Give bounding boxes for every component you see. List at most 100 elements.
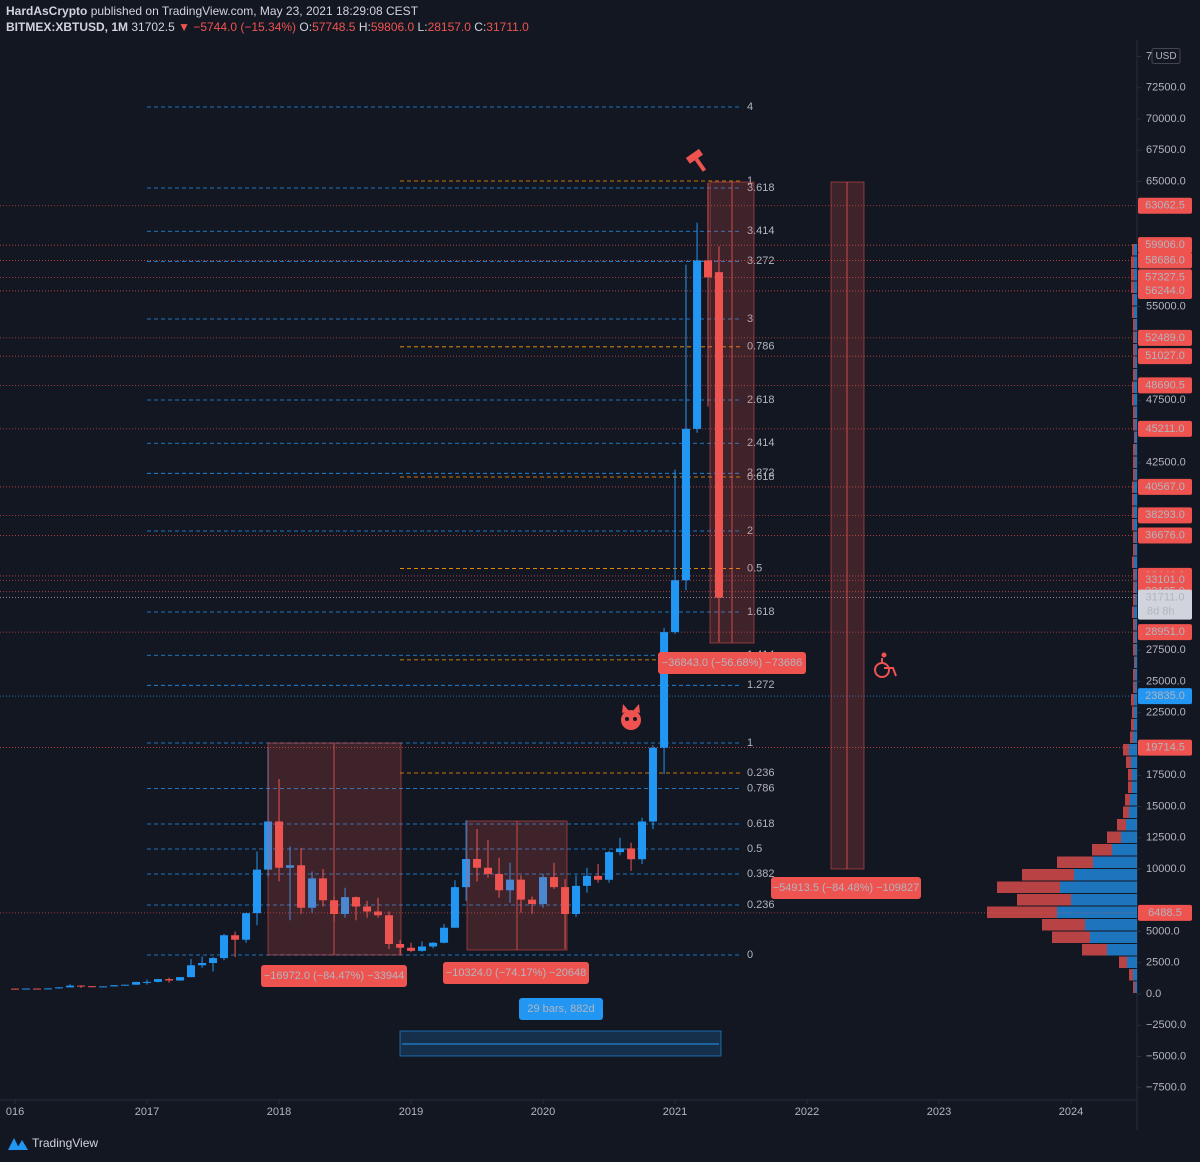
candle-body [22,988,31,990]
volume-up [1135,444,1137,456]
candle-body [714,272,723,598]
price-label-box [1138,282,1192,299]
candle-body [198,963,207,966]
candle-body [704,260,713,278]
y-tick-label: 2500.0 [1146,957,1180,969]
volume-up [1135,369,1137,381]
candle-body [384,915,393,944]
candle-body [627,848,636,860]
bars-label-box [519,998,603,1020]
volume-up [1093,856,1137,868]
candle-body [450,887,459,928]
volume-down [1132,519,1134,531]
x-tick-label: 2017 [135,1106,159,1118]
candle-body [615,848,624,853]
icons [621,148,897,730]
currency-badge [1151,48,1181,64]
volume-down [987,906,1057,918]
volume-down [1052,931,1090,943]
volume-down [1123,744,1129,756]
y-tick-label: 27500.0 [1146,644,1186,656]
volume-up [1135,319,1137,331]
volume-down [1131,269,1134,281]
volume-down [1133,669,1135,681]
price-label: 48690.5 [1145,379,1185,391]
candle-body [528,899,537,904]
volume-up [1112,844,1137,856]
volume-down [1132,394,1134,406]
volume-up [1135,419,1137,431]
volume-down [1133,456,1135,468]
candle-body [363,906,372,912]
volume-down [1128,769,1132,781]
volume-up [1135,469,1137,481]
measure-boxes [267,181,865,1057]
price-label: 38293.0 [1145,509,1185,521]
volume-up [1134,556,1137,568]
x-tick-label: 2022 [795,1106,819,1118]
fib-label: 0.5 [747,843,762,855]
price-label: 63062.5 [1145,200,1185,212]
candle-body [440,927,449,943]
wheelchair-icon [874,652,897,678]
candle-body [308,878,317,908]
y-tick-label: 42500.0 [1146,457,1186,469]
price-label: 31711.0 [1146,592,1185,604]
volume-down [1017,894,1071,906]
volume-up [1127,956,1137,968]
volume-up [1135,531,1137,543]
price-label-box [1138,377,1192,394]
y-tick-label: 55000.0 [1146,300,1186,312]
candle-body [374,911,383,916]
candle-body [219,935,228,959]
candle-body [11,988,20,990]
y-tick-label: −7500.0 [1146,1082,1186,1094]
candle-body [506,879,515,891]
candle-body [153,979,162,982]
volume-up [1135,656,1137,668]
price-label-box [1138,329,1192,346]
measure-label: −54913.5 (−84.48%) −109827 [773,882,920,894]
volume-down [1123,806,1129,818]
brand-name: TradingView [32,1136,98,1150]
price-label: 28951.0 [1145,626,1185,638]
high: 59806.0 [371,20,415,34]
volume-down [1133,319,1135,331]
fib-label: 0 [747,949,753,961]
volume-up [1134,706,1137,718]
candle-body [516,879,525,900]
y-tick-label: 47500.0 [1146,394,1186,406]
currency: USD [1155,51,1176,62]
candle-body [561,887,570,914]
volume-up [1135,619,1137,631]
volume-down [1119,956,1127,968]
volume-up [1135,669,1137,681]
candle-body [638,821,647,860]
volume-down [1133,331,1135,343]
x-tick-label: 016 [6,1106,24,1118]
close-label: C: [474,20,486,34]
price-label-box [1138,197,1192,214]
volume-down [1133,444,1135,456]
overlay: 63062.5 59906.0 58686.0 57327.5 56244.0 52489… [261,197,1192,1020]
candle-body [297,865,306,908]
candle-body [341,897,350,914]
volume-down [1129,969,1133,981]
measure-label: −36843.0 (−56.68%) −73686 [662,657,802,669]
brand-logo [8,1138,28,1150]
volume-down [1130,731,1133,743]
candle-body [594,875,603,880]
candle-body [549,877,558,888]
volume-up [1133,731,1137,743]
measure-label: −10324.0 (−74.17%) −20648 [446,967,586,979]
volume-up [1135,456,1137,468]
candle-body [407,947,416,951]
volume-down [1125,794,1130,806]
y-tick-label: 5000.0 [1146,925,1180,937]
y-tick-label: −2500.0 [1146,1019,1186,1031]
candle-body [648,747,657,822]
volume-down [1132,306,1134,318]
candle-body [143,981,152,983]
fib-label: 0.382 [747,868,775,880]
